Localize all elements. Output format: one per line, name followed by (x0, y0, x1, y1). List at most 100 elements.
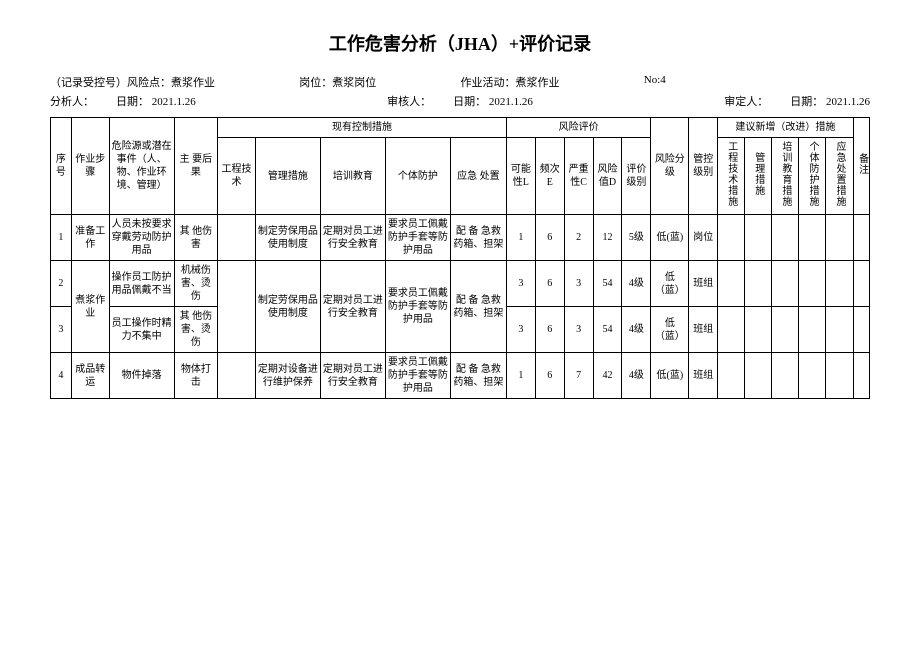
meta-date1-label: 日期： (116, 96, 149, 108)
cell-s1 (718, 261, 745, 307)
cell-ctrl: 班组 (689, 353, 718, 399)
cell-train: 定期对员工进行安全教育 (320, 353, 385, 399)
h-note-text: 备注 (856, 153, 869, 175)
h-s3: 培训教育措施 (772, 138, 799, 215)
cell-E: 6 (535, 215, 564, 261)
cell-D: 54 (593, 307, 622, 353)
cell-mgmt: 定期对设备进行维护保养 (255, 353, 320, 399)
h-s2: 管理措施 (745, 138, 772, 215)
cell-C: 2 (564, 215, 593, 261)
cell-consequence: 物体打击 (174, 353, 217, 399)
h-suggest: 建议新增（改进）措施 (718, 118, 853, 138)
cell-ppe: 要求员工佩戴防护手套等防护用品 (385, 215, 450, 261)
h-step: 作业步骤 (71, 118, 109, 215)
cell-s1 (718, 215, 745, 261)
cell-risk: 低(蓝) (651, 353, 689, 399)
cell-note (853, 353, 869, 399)
cell-s1 (718, 307, 745, 353)
meta-spacer (750, 74, 870, 90)
cell-mgmt: 制定劳保用品使用制度 (255, 215, 320, 261)
h-s2-text: 管理措施 (752, 152, 765, 196)
cell-emerg: 配 备 急救药箱、担架 (450, 215, 506, 261)
cell-L: 3 (506, 307, 535, 353)
page-title: 工作危害分析（JHA）+评价记录 (50, 30, 870, 56)
h-mgmt: 管理措施 (255, 138, 320, 215)
cell-D: 12 (593, 215, 622, 261)
cell-step: 成品转运 (71, 353, 109, 399)
cell-s4 (799, 261, 826, 307)
cell-hazard: 员工操作时精力不集中 (109, 307, 174, 353)
cell-s1 (718, 353, 745, 399)
cell-note (853, 261, 869, 307)
cell-no: 4 (51, 353, 72, 399)
cell-ppe: 要求员工佩戴防护手套等防护用品 (385, 261, 450, 353)
h-controls: 现有控制措施 (218, 118, 507, 138)
cell-risk: 低（蓝） (651, 261, 689, 307)
cell-emerg: 配 备 急救药箱、担架 (450, 261, 506, 353)
cell-hazard: 操作员工防护用品佩戴不当 (109, 261, 174, 307)
h-ppe: 个体防护 (385, 138, 450, 215)
cell-eng (218, 215, 256, 261)
header-row-1: 序号 作业步骤 危险源或潜在事件（人、物、作业环境、管理） 主 要后果 现有控制… (51, 118, 870, 138)
cell-level: 4级 (622, 261, 651, 307)
h-C: 严重性C (564, 138, 593, 215)
meta-date2-value: 2021.1.26 (489, 96, 533, 108)
cell-s4 (799, 307, 826, 353)
meta-row-1: （记录受控号）风险点：煮浆作业 岗位：煮浆岗位 作业活动：煮浆作业 No:4 (50, 74, 870, 90)
meta-risk-point: （记录受控号）风险点：煮浆作业 (50, 74, 215, 90)
h-s5: 应急处置措施 (826, 138, 853, 215)
h-level: 评价级别 (622, 138, 651, 215)
meta-date1-value: 2021.1.26 (152, 96, 196, 108)
cell-E: 6 (535, 353, 564, 399)
meta-approver-label: 审定人： (724, 96, 768, 108)
cell-D: 42 (593, 353, 622, 399)
meta-date3-label: 日期： (790, 96, 823, 108)
h-E: 频次E (535, 138, 564, 215)
cell-s3 (772, 261, 799, 307)
h-L: 可能性L (506, 138, 535, 215)
cell-ctrl: 班组 (689, 307, 718, 353)
cell-s5 (826, 353, 853, 399)
cell-step: 煮浆作业 (71, 261, 109, 353)
cell-ppe: 要求员工佩戴防护手套等防护用品 (385, 353, 450, 399)
cell-s5 (826, 261, 853, 307)
cell-risk: 低（蓝） (651, 307, 689, 353)
cell-L: 1 (506, 215, 535, 261)
cell-hazard: 物件掉落 (109, 353, 174, 399)
h-note: 备注 (853, 118, 869, 215)
table-row: 2 煮浆作业 操作员工防护用品佩戴不当 机械伤害、烫伤 制定劳保用品使用制度 定… (51, 261, 870, 307)
cell-s3 (772, 307, 799, 353)
jha-table: 序号 作业步骤 危险源或潜在事件（人、物、作业环境、管理） 主 要后果 现有控制… (50, 117, 870, 399)
cell-consequence: 其 他伤害、烫伤 (174, 307, 217, 353)
h-D: 风险值D (593, 138, 622, 215)
meta-analyst: 分析人： 日期： 2021.1.26 (50, 93, 196, 109)
cell-s2 (745, 215, 772, 261)
cell-train: 定期对员工进行安全教育 (320, 215, 385, 261)
h-no: 序号 (51, 118, 72, 215)
h-s4-text: 个体防护措施 (806, 141, 819, 207)
cell-note (853, 307, 869, 353)
cell-s4 (799, 353, 826, 399)
meta-date3-value: 2021.1.26 (826, 96, 870, 108)
cell-L: 3 (506, 261, 535, 307)
meta-row-2: 分析人： 日期： 2021.1.26 审核人： 日期： 2021.1.26 审定… (50, 93, 870, 109)
meta-auditor: 审核人： 日期： 2021.1.26 (387, 93, 533, 109)
cell-no: 2 (51, 261, 72, 307)
meta-no: No:4 (644, 74, 666, 90)
cell-s2 (745, 261, 772, 307)
meta-date2-label: 日期： (453, 96, 486, 108)
cell-s2 (745, 307, 772, 353)
cell-level: 5级 (622, 215, 651, 261)
cell-consequence: 其 他伤害 (174, 215, 217, 261)
cell-eng (218, 353, 256, 399)
h-s5-text: 应急处置措施 (833, 141, 846, 207)
table-body: 1 准备工作 人员未按要求穿戴劳动防护用品 其 他伤害 制定劳保用品使用制度 定… (51, 215, 870, 399)
h-ctrl-level: 管控级别 (689, 118, 718, 215)
cell-ctrl: 岗位 (689, 215, 718, 261)
cell-C: 3 (564, 307, 593, 353)
cell-no: 3 (51, 307, 72, 353)
cell-no: 1 (51, 215, 72, 261)
cell-s2 (745, 353, 772, 399)
cell-s3 (772, 353, 799, 399)
h-emerg: 应急 处置 (450, 138, 506, 215)
